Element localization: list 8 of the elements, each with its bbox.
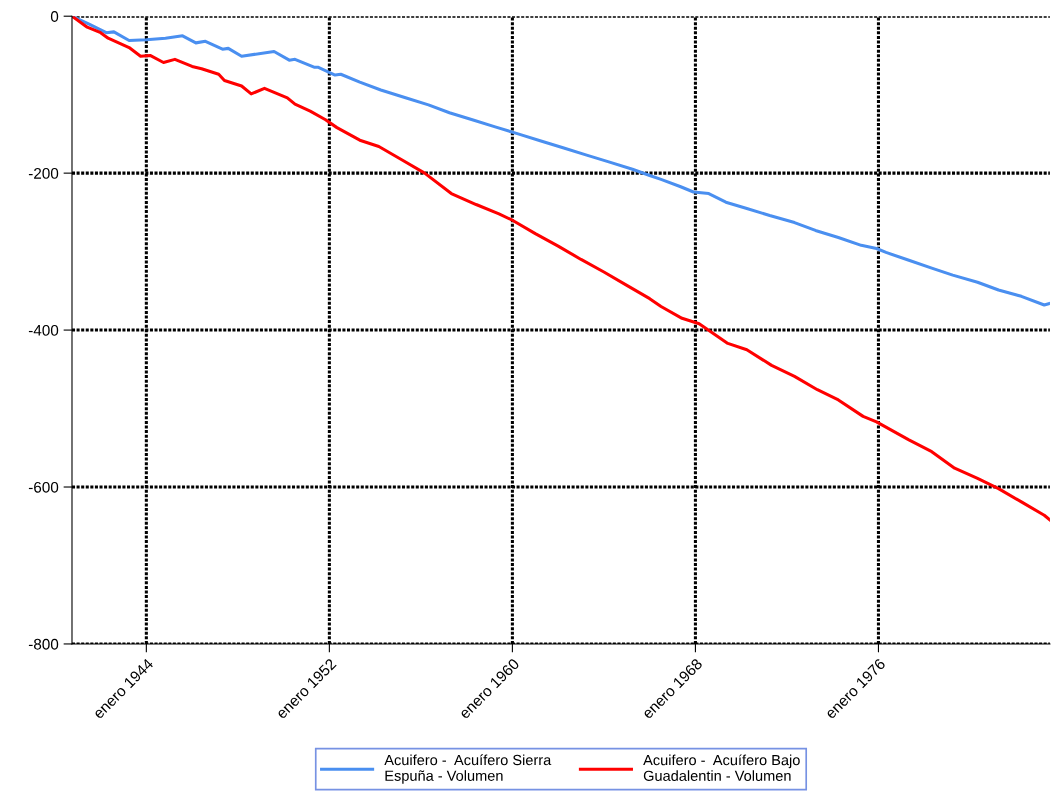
legend-label: Acuifero - Acuífero Bajo Guadalentin - Volumen [643,754,800,781]
y-tick-label: -400 [28,324,59,336]
y-tick-label: 0 [50,11,59,22]
y-tick-label: -800 [28,638,59,650]
y-tick-label: -200 [28,168,59,179]
line-series [71,16,1050,522]
legend-label: Acuifero - Acuífero Sierra Espuña - Volumen [384,754,552,784]
y-tick-label: -600 [28,481,59,493]
